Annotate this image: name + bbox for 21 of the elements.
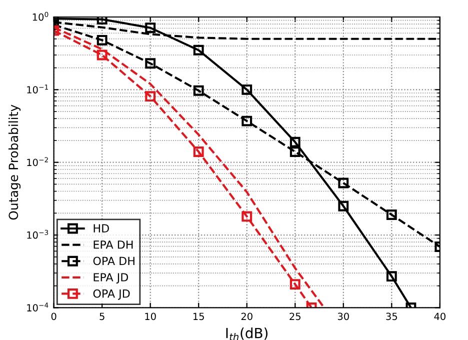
legend-label: OPA DH	[93, 256, 134, 266]
x-tick-label: 0	[51, 312, 56, 320]
x-axis-title: I$_{th}$(dB)	[226, 328, 268, 340]
x-tick-label: 15	[193, 312, 204, 320]
x-tick-label: 5	[100, 312, 104, 320]
legend-label: EPA JD	[94, 273, 128, 284]
legend-label: EPA DH	[94, 240, 133, 249]
y-tick-label: 10$^{−2}$	[27, 157, 48, 166]
x-tick-label: 40	[434, 312, 446, 320]
y-tick-label: 10$^{−3}$	[27, 230, 48, 239]
y-axis-title: Outage Probability	[8, 104, 21, 220]
y-tick-label: 10$^{−1}$	[27, 84, 48, 94]
x-tick-label: 30	[338, 312, 349, 320]
x-tick-label: 20	[241, 312, 252, 320]
legend-label: HD	[94, 224, 109, 232]
x-tick-label: 25	[290, 312, 300, 320]
y-tick-label: 10$^{0}$	[32, 12, 48, 21]
legend-label: OPA JD	[93, 289, 130, 300]
y-tick-label: 10$^{−4}$	[27, 302, 48, 312]
x-tick-label: 35	[386, 312, 397, 320]
x-tick-label: 10	[145, 312, 156, 320]
